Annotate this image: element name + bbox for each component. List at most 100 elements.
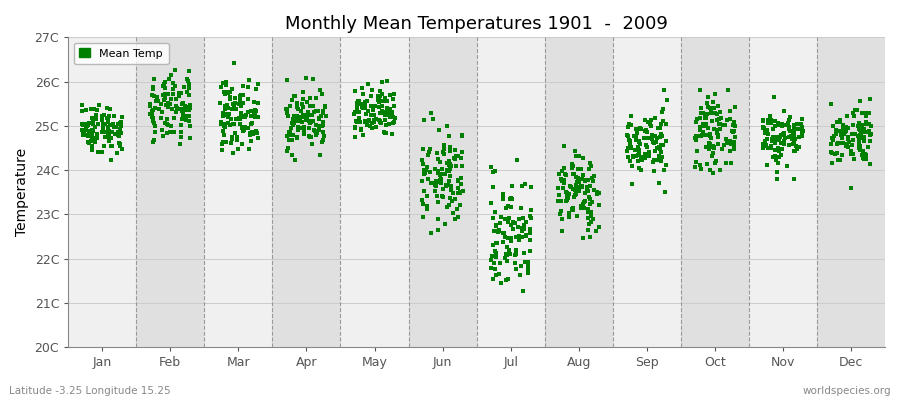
Point [348, 88, 363, 94]
Point [856, 147, 870, 154]
Point [86, 128, 101, 134]
Point [445, 163, 459, 170]
Point [222, 110, 237, 117]
Point [309, 122, 323, 128]
Point [315, 119, 329, 126]
Point [489, 222, 503, 228]
Point [225, 134, 239, 140]
Point [565, 163, 580, 170]
Point [629, 126, 643, 132]
Point [701, 125, 716, 131]
Point [832, 118, 847, 125]
Point [580, 188, 594, 194]
Point [442, 157, 456, 164]
Point [782, 141, 796, 148]
Point [290, 104, 304, 110]
Point [706, 170, 720, 176]
Point [318, 103, 332, 110]
Point [227, 103, 241, 109]
Point [284, 103, 298, 110]
Point [245, 120, 259, 126]
Point [374, 91, 389, 97]
Point [287, 120, 302, 126]
Point [150, 97, 165, 104]
Point [850, 133, 865, 139]
Point [564, 164, 579, 171]
Point [506, 219, 520, 226]
Point [183, 123, 197, 129]
Point [143, 111, 157, 118]
Point [234, 103, 248, 110]
Point [228, 100, 242, 107]
Point [488, 248, 502, 255]
Point [566, 205, 580, 212]
Point [430, 192, 445, 199]
Point [351, 118, 365, 124]
Point [569, 191, 583, 197]
Point [87, 139, 102, 146]
Point [309, 94, 323, 101]
Point [832, 117, 847, 123]
Point [432, 178, 446, 185]
Point [218, 103, 232, 110]
Point [101, 131, 115, 137]
Point [632, 137, 646, 144]
Point [356, 132, 371, 138]
Point [292, 124, 307, 131]
Point [855, 122, 869, 128]
Point [829, 131, 843, 138]
Point [154, 101, 168, 108]
Point [716, 122, 730, 128]
Point [286, 121, 301, 128]
Point [218, 123, 232, 130]
Point [282, 136, 296, 143]
Point [763, 144, 778, 151]
Point [428, 182, 442, 188]
Point [703, 166, 717, 173]
Point [787, 176, 801, 182]
Point [553, 211, 567, 218]
Point [581, 214, 596, 221]
Point [180, 107, 194, 113]
Point [430, 156, 445, 162]
Point [504, 222, 518, 228]
Point [776, 122, 790, 128]
Point [777, 130, 791, 137]
Point [107, 124, 122, 130]
Point [646, 158, 661, 165]
Point [85, 131, 99, 138]
Point [780, 120, 795, 126]
Point [238, 114, 252, 120]
Point [509, 157, 524, 163]
Point [587, 173, 601, 179]
Point [721, 140, 735, 147]
Point [303, 134, 318, 140]
Point [647, 132, 662, 139]
Point [175, 101, 189, 107]
Point [727, 123, 742, 129]
Point [486, 169, 500, 176]
Point [726, 142, 741, 149]
Point [103, 122, 117, 129]
Point [653, 134, 668, 140]
Point [841, 134, 855, 140]
Point [442, 162, 456, 168]
Point [82, 128, 96, 134]
Point [108, 130, 122, 137]
Point [575, 176, 590, 182]
Point [305, 112, 320, 118]
Point [653, 149, 668, 156]
Point [554, 198, 568, 204]
Point [362, 117, 376, 123]
Point [95, 125, 110, 131]
Point [786, 141, 800, 147]
Point [217, 89, 231, 95]
Point [236, 100, 250, 106]
Point [795, 131, 809, 137]
Point [590, 188, 604, 195]
Point [302, 118, 317, 124]
Point [436, 146, 451, 152]
Point [290, 101, 304, 108]
Point [765, 153, 779, 160]
Point [148, 129, 162, 135]
